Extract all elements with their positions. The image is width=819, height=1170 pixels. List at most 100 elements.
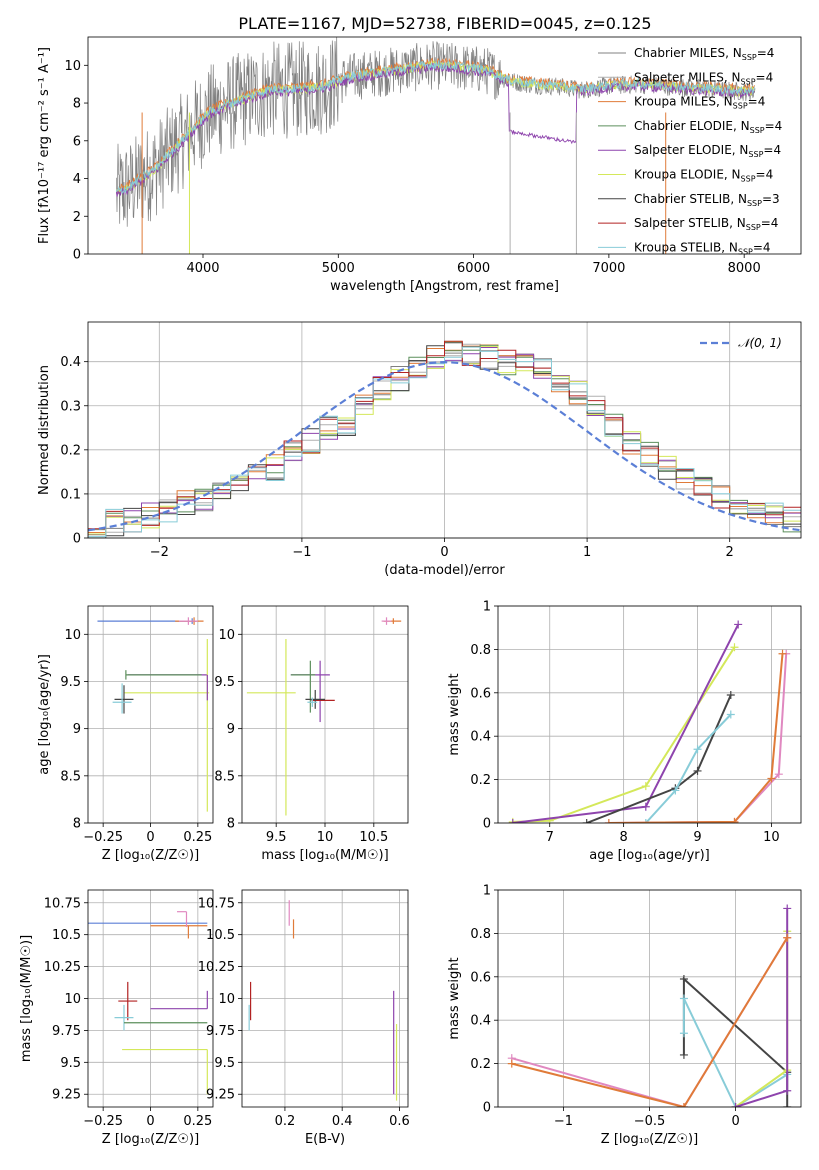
model-spectrum-line bbox=[115, 62, 755, 197]
mass-weight-marker bbox=[679, 1029, 688, 1038]
mass-weight-marker bbox=[767, 774, 776, 783]
mass-weight-marker bbox=[604, 819, 613, 823]
y-tick-label: 0 bbox=[73, 532, 81, 547]
x-tick-label: 5000 bbox=[322, 261, 355, 276]
y-tick-label: 0.1 bbox=[60, 487, 81, 502]
x-axis-label: wavelength [Angstrom, rest frame] bbox=[330, 279, 559, 294]
y-axis-label: mass weight bbox=[447, 957, 462, 1039]
y-tick-label: 8.5 bbox=[60, 769, 81, 784]
point-kroupa-elodie bbox=[246, 639, 296, 816]
y-tick-label: 0.3 bbox=[60, 399, 81, 414]
axes-mass_vs_Z: −0.25 0 0.25 9.25 9.5 9.75 10 10.25 10.5 10.75 Z [… bbox=[19, 889, 214, 1147]
y-tick-label: 0.4 bbox=[470, 1014, 491, 1029]
point-chabrier-stelib bbox=[305, 689, 325, 709]
y-tick-label: 6 bbox=[73, 134, 81, 149]
legend-label: Salpeter ELODIE, NSSP=4 bbox=[634, 143, 781, 159]
x-tick-label: 7 bbox=[546, 830, 554, 845]
axes-frame bbox=[87, 321, 802, 539]
y-tick-label: 9 bbox=[73, 722, 81, 737]
axes-frame bbox=[497, 889, 802, 1108]
mass-weight-marker bbox=[582, 819, 591, 823]
point-pink-model bbox=[177, 911, 188, 928]
mass-weight-marker bbox=[679, 1050, 688, 1059]
x-tick-label: 4000 bbox=[186, 261, 219, 276]
y-axis-label: mass weight bbox=[447, 673, 462, 755]
y-tick-label: 10.5 bbox=[206, 928, 235, 943]
mass-weight-marker bbox=[783, 1103, 792, 1107]
x-axis-label: Z [log₁₀(Z/Z☉)] bbox=[601, 1132, 698, 1147]
y-tick-label: 10.25 bbox=[44, 960, 81, 975]
mass-weight-marker bbox=[783, 1086, 792, 1095]
histogram-kroupa-stelib bbox=[88, 346, 801, 538]
point-pink-model bbox=[178, 617, 198, 625]
y-tick-label: 0.6 bbox=[470, 970, 491, 985]
legend-label-normal: 𝒩(0, 1) bbox=[738, 336, 782, 350]
mass-weight-marker bbox=[730, 643, 739, 652]
axes-residuals: −2 −1 0 1 2 0 0.1 0.2 0.3 0.4 (data-model)/error No… bbox=[37, 321, 802, 578]
mass-weight-line bbox=[645, 713, 732, 823]
mass-weight-marker bbox=[641, 819, 650, 823]
plot-area bbox=[97, 617, 210, 812]
x-tick-label: 0.2 bbox=[275, 1114, 296, 1129]
x-tick-label: 9.5 bbox=[266, 830, 287, 845]
x-tick-label: 0.25 bbox=[183, 1114, 212, 1129]
x-tick-label: 10 bbox=[317, 830, 334, 845]
axes-frame bbox=[497, 605, 802, 824]
mass-weight-marker bbox=[507, 1059, 516, 1068]
point-chabrier-elodie bbox=[125, 670, 202, 680]
mass-weight-marker bbox=[641, 782, 650, 791]
y-tick-label: 10 bbox=[218, 628, 235, 643]
x-axis-label: mass [log₁₀(M/M☉)] bbox=[261, 848, 388, 863]
mass-weight-marker bbox=[730, 817, 739, 823]
y-tick-label: 0.6 bbox=[470, 686, 491, 701]
grid bbox=[242, 890, 408, 1107]
y-tick-label: 10 bbox=[64, 59, 81, 74]
y-tick-label: 10.25 bbox=[198, 960, 235, 975]
mass-weight-marker bbox=[508, 819, 517, 823]
y-tick-label: 0.8 bbox=[470, 927, 491, 942]
mass-weight-marker bbox=[726, 710, 735, 719]
x-tick-label: 10.5 bbox=[359, 830, 388, 845]
x-axis-label: Z [log₁₀(Z/Z☉)] bbox=[102, 1132, 199, 1147]
x-tick-label: −0.25 bbox=[83, 830, 123, 845]
y-tick-label: 1 bbox=[483, 884, 491, 899]
point-kroupa-stelib bbox=[112, 683, 132, 714]
model-spectrum-line bbox=[115, 59, 755, 194]
x-tick-label: 7000 bbox=[592, 261, 625, 276]
y-tick-label: 9.75 bbox=[206, 1024, 235, 1039]
y-tick-label: 0 bbox=[483, 1101, 491, 1116]
y-tick-label: 10.75 bbox=[44, 896, 81, 911]
axes-frame bbox=[87, 605, 214, 824]
grid bbox=[498, 889, 801, 1108]
legend: Chabrier MILES, NSSP=4 Salpeter MILES, NS… bbox=[598, 46, 782, 256]
histogram-kroupa-elodie bbox=[88, 341, 801, 538]
legend-label: Chabrier ELODIE, NSSP=4 bbox=[634, 119, 782, 135]
axes-age_vs_mass: 9.5 10 10.5 8 8.5 9 9.5 10 mass [log₁₀(M/M☉)] bbox=[214, 605, 409, 863]
x-tick-label: 9 bbox=[693, 830, 701, 845]
x-axis-label: age [log₁₀(age/yr)] bbox=[589, 848, 710, 863]
axes-spectrum: 4000 5000 6000 7000 8000 0 2 4 6 8 10 wavelength [A… bbox=[37, 36, 802, 294]
x-tick-label: 0.6 bbox=[389, 1114, 410, 1129]
y-tick-label: 9 bbox=[227, 722, 235, 737]
mass-weight-line bbox=[586, 694, 732, 823]
x-tick-label: 8000 bbox=[728, 261, 761, 276]
y-tick-label: 0.2 bbox=[60, 443, 81, 458]
x-axis-label: Z [log₁₀(Z/Z☉)] bbox=[102, 848, 199, 863]
grid bbox=[242, 606, 408, 824]
y-tick-label: 9.25 bbox=[52, 1088, 81, 1103]
point-chabrier-elodie bbox=[290, 660, 316, 713]
y-tick-label: 0 bbox=[483, 817, 491, 832]
y-axis-label: Flux [fλ10⁻¹⁷ erg cm⁻² s⁻¹ A⁻¹] bbox=[37, 47, 52, 244]
legend-label: Chabrier STELIB, NSSP=3 bbox=[634, 192, 780, 208]
x-tick-label: 0 bbox=[440, 545, 448, 560]
y-tick-label: 8.5 bbox=[214, 769, 235, 784]
x-tick-label: 0 bbox=[731, 1114, 739, 1129]
x-tick-label: 0.4 bbox=[332, 1114, 353, 1129]
x-tick-label: 1 bbox=[583, 545, 591, 560]
mass-weight-marker bbox=[778, 649, 787, 658]
legend-label: Kroupa STELIB, NSSP=4 bbox=[634, 240, 771, 256]
axes-mass_vs_ebv: 0.2 0.4 0.6 9.25 9.5 9.75 10 10.25 10.5 10.75 E(B-… bbox=[198, 889, 410, 1147]
y-tick-label: 0.2 bbox=[470, 773, 491, 788]
y-tick-label: 2 bbox=[73, 210, 81, 225]
grid bbox=[88, 606, 213, 824]
